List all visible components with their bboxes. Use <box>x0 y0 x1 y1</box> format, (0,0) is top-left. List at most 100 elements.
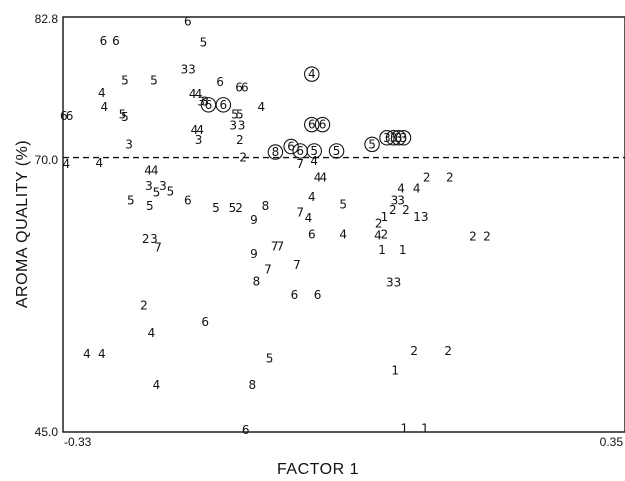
data-point: 5 <box>266 351 274 365</box>
data-point: 4 <box>310 154 318 168</box>
data-point: 4 <box>62 157 70 171</box>
data-point: 6 <box>296 144 304 158</box>
data-point: 3 <box>125 137 133 151</box>
y-axis-title: AROMA QUALITY (%) <box>14 140 31 308</box>
data-point: 6 <box>205 98 213 112</box>
data-point: 3 <box>150 232 158 246</box>
data-point: 8 <box>262 199 270 213</box>
data-point: 3 <box>229 119 237 133</box>
data-point: 7 <box>296 157 304 171</box>
data-point: 1 <box>378 243 386 257</box>
data-point: 4 <box>305 211 313 225</box>
data-point: 4 <box>96 156 104 170</box>
data-point: 3 <box>195 133 203 147</box>
data-point: 8 <box>272 145 280 159</box>
data-point: 4 <box>339 227 347 241</box>
data-point: 5 <box>236 108 244 122</box>
data-point: 4 <box>314 170 322 184</box>
point-circle <box>283 138 299 155</box>
data-point: 2 <box>239 151 247 165</box>
point-circle <box>215 97 232 113</box>
data-point: 7 <box>264 263 272 277</box>
data-point: 3 <box>145 179 153 193</box>
y-tick-max: 82.8 <box>35 12 59 26</box>
data-point: 6 <box>220 98 228 112</box>
data-point: 2 <box>140 299 148 313</box>
data-point: 4 <box>101 100 109 114</box>
data-point: 5 <box>121 110 129 124</box>
data-point: 3 <box>197 95 205 109</box>
data-point: 4 <box>191 123 199 137</box>
data-point: 5 <box>200 35 208 49</box>
point-circle <box>390 130 407 146</box>
data-point: 9 <box>250 247 258 261</box>
data-point: 3 <box>188 63 196 77</box>
data-point: 7 <box>296 205 304 219</box>
data-point: 2 <box>375 216 383 230</box>
data-point: 2 <box>381 227 389 241</box>
point-circle <box>314 116 331 133</box>
data-point: 5 <box>146 199 154 213</box>
data-point: 4 <box>98 86 106 100</box>
data-point: 4 <box>308 67 316 81</box>
point-circle <box>364 136 380 153</box>
data-point: 5 <box>150 74 158 88</box>
data-point: 5 <box>127 193 135 207</box>
point-circle <box>395 130 412 146</box>
data-point: 6 <box>216 75 224 89</box>
data-point: 4 <box>413 181 421 195</box>
data-point: 2 <box>389 203 397 217</box>
data-point: 2 <box>236 133 244 147</box>
data-point: 3 <box>400 131 408 145</box>
data-point: 4 <box>308 190 316 204</box>
data-point: 6 <box>308 118 316 132</box>
data-point: 4 <box>397 181 405 195</box>
point-circle <box>304 116 320 133</box>
plot-frame <box>62 16 625 433</box>
data-point: 4 <box>151 164 159 178</box>
data-point: 5 <box>368 137 376 151</box>
y-tick-mid: 70.0 <box>35 153 59 167</box>
data-point: 4 <box>374 228 382 242</box>
y-tick-min: 45.0 <box>35 425 59 439</box>
data-point: 4 <box>83 347 91 361</box>
data-point: 3 <box>201 95 209 109</box>
point-circle <box>385 130 402 146</box>
data-point: 5 <box>339 198 347 212</box>
data-point: 8 <box>253 275 261 289</box>
point-circle <box>328 143 345 159</box>
data-point: 2 <box>469 230 477 244</box>
data-point: 4 <box>153 378 161 392</box>
data-point: 3 <box>391 193 399 207</box>
data-point: 5 <box>310 144 318 158</box>
data-point: 6 <box>184 193 192 207</box>
data-point: 5 <box>167 185 175 199</box>
data-point: 33 <box>386 276 401 290</box>
data-point: 6 <box>242 423 250 437</box>
data-point: 6 <box>319 118 327 132</box>
data-point: 6 <box>287 140 295 154</box>
data-point: 1 <box>391 364 399 378</box>
data-point: 6 <box>66 109 74 123</box>
data-point: 1 <box>401 422 409 436</box>
data-point: 2 <box>142 232 150 246</box>
data-point: 5 <box>119 108 127 122</box>
data-point: 1 <box>381 210 389 224</box>
data-point: 5 <box>229 201 237 215</box>
data-point: 3 <box>238 119 246 133</box>
data-point: 2 <box>402 203 410 217</box>
data-point: 7 <box>277 239 285 253</box>
data-point: 6 <box>100 34 108 48</box>
data-point: 3 <box>397 193 405 207</box>
data-point: 6 <box>60 109 68 123</box>
data-point: 7 <box>293 258 301 272</box>
data-point: 4 <box>148 326 156 340</box>
data-point: 7 <box>271 239 279 253</box>
data-point: 3 <box>159 179 167 193</box>
data-point: 3 <box>390 131 398 145</box>
data-point: 5 <box>333 144 341 158</box>
data-point: 2 <box>446 170 454 184</box>
data-point: 4 <box>98 347 106 361</box>
data-point: 5 <box>153 186 161 200</box>
